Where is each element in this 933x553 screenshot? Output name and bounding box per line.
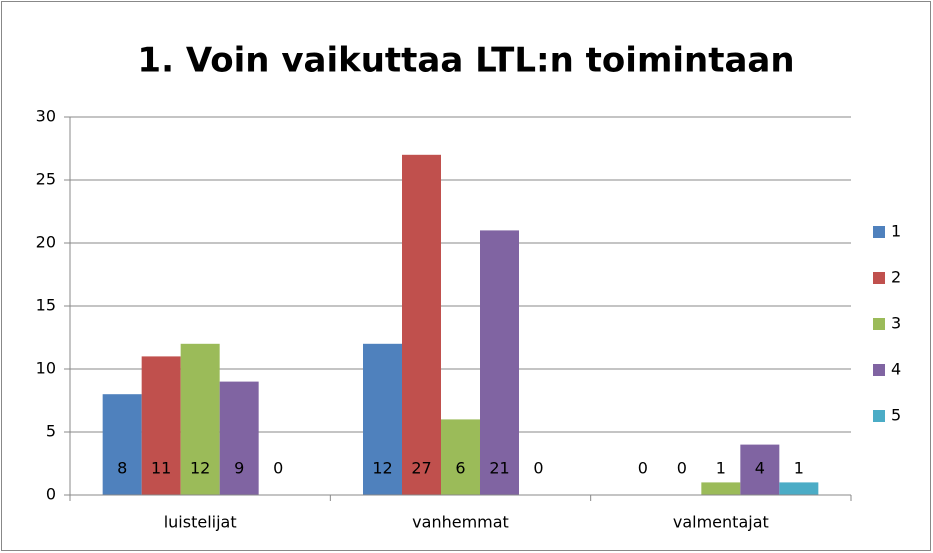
bar — [141, 356, 181, 495]
bar — [701, 482, 741, 495]
data-label: 1 — [794, 459, 804, 478]
legend-swatch — [873, 318, 885, 330]
legend-label: 3 — [891, 314, 901, 333]
data-label: 12 — [372, 459, 392, 478]
bar — [441, 419, 480, 495]
chart-title: 1. Voin vaikuttaa LTL:n toimintaan — [137, 41, 794, 81]
y-tick-label: 0 — [46, 485, 56, 504]
y-tick-label: 20 — [36, 233, 56, 252]
data-label: 1 — [716, 459, 726, 478]
data-label: 12 — [190, 459, 210, 478]
bar — [402, 154, 441, 496]
data-label: 27 — [411, 459, 431, 478]
bar — [102, 394, 142, 495]
x-tick-label: valmentajat — [673, 513, 769, 532]
data-label: 4 — [755, 459, 765, 478]
data-label: 6 — [455, 459, 465, 478]
legend-label: 1 — [891, 222, 901, 241]
data-label: 11 — [151, 459, 171, 478]
data-label: 0 — [533, 459, 543, 478]
bar — [779, 482, 819, 495]
bar — [480, 230, 519, 495]
x-tick-label: luistelijat — [164, 513, 237, 532]
legend-label: 2 — [891, 268, 901, 287]
legend-swatch — [873, 226, 885, 238]
legend-label: 4 — [891, 360, 901, 379]
y-tick-label: 10 — [36, 359, 56, 378]
y-tick-label: 30 — [36, 107, 56, 126]
y-tick-label: 15 — [36, 296, 56, 315]
x-tick-label: vanhemmat — [412, 513, 509, 532]
data-label: 0 — [638, 459, 648, 478]
y-tick-label: 5 — [46, 422, 56, 441]
bar — [363, 343, 402, 495]
data-label: 9 — [234, 459, 244, 478]
data-label: 8 — [117, 459, 127, 478]
data-label: 0 — [273, 459, 283, 478]
legend-swatch — [873, 364, 885, 376]
legend-swatch — [873, 272, 885, 284]
bar — [740, 444, 780, 495]
legend-swatch — [873, 410, 885, 422]
data-label: 21 — [489, 459, 509, 478]
bar — [180, 343, 220, 495]
legend-label: 5 — [891, 406, 901, 425]
bar — [219, 381, 259, 495]
y-tick-label: 25 — [36, 170, 56, 189]
data-label: 0 — [677, 459, 687, 478]
